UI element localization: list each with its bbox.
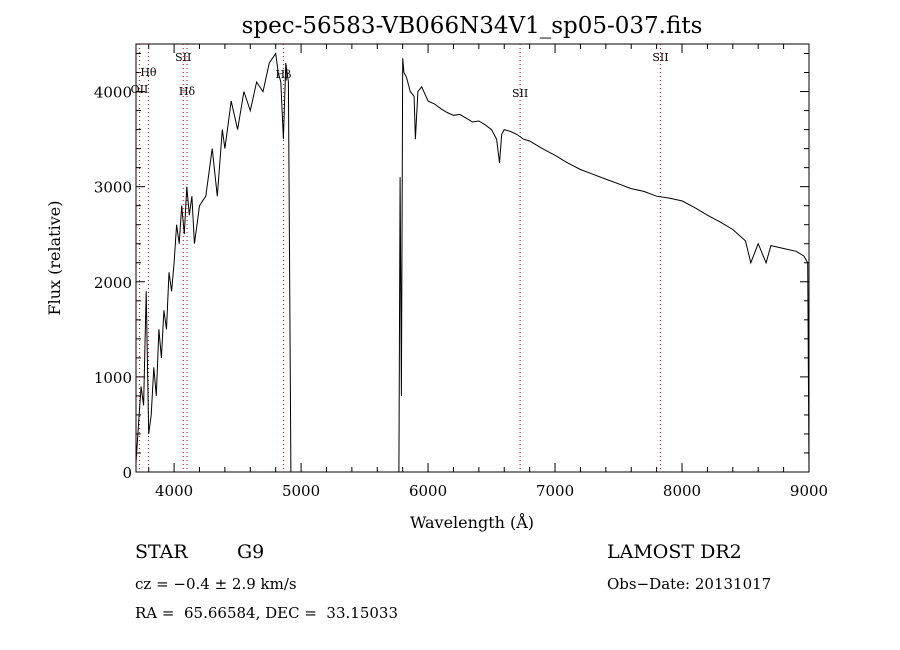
observation-date: Obs−Date: 20131017: [607, 575, 772, 593]
y-tick-label: 0: [122, 464, 132, 482]
redshift-cz: cz = −0.4 ± 2.9 km/s: [135, 575, 297, 593]
x-tick-label: 4000: [155, 482, 193, 500]
plot-area: 4000 5000 6000 7000 8000 9000 0 1000 2000 3000 400…: [94, 43, 828, 500]
x-axis-label: Wavelength (Å): [410, 512, 534, 532]
survey-name: LAMOST DR2: [607, 541, 742, 563]
x-tick-label: 9000: [790, 482, 828, 500]
object-type: STAR: [135, 541, 188, 563]
spectral-line-label: OII: [131, 83, 149, 96]
y-tick-label: 4000: [94, 84, 132, 102]
y-axis-label: Flux (relative): [45, 201, 64, 316]
chart-title: spec-56583-VB066N34V1_sp05-037.fits: [242, 13, 703, 39]
ra-dec-coordinates: RA = 65.66584, DEC = 33.15033: [135, 604, 399, 622]
spectral-line-label: Hθ: [140, 66, 157, 79]
plot-frame: [135, 43, 810, 473]
x-tick-label: 5000: [282, 482, 320, 500]
spectral-line-label: Hδ: [179, 85, 196, 98]
x-tick-label: 7000: [536, 482, 574, 500]
spectral-line-label: SII: [512, 87, 528, 100]
spectral-line-label: SII: [652, 51, 668, 64]
spectral-line-label: SII: [175, 51, 191, 64]
object-subclass: G9: [237, 541, 265, 563]
y-tick-label: 2000: [94, 274, 132, 292]
spectrum-line: [135, 52, 810, 473]
y-tick-label: 3000: [94, 179, 132, 197]
x-tick-label: 6000: [409, 482, 447, 500]
x-tick-label: 8000: [663, 482, 701, 500]
y-tick-label: 1000: [94, 369, 132, 387]
